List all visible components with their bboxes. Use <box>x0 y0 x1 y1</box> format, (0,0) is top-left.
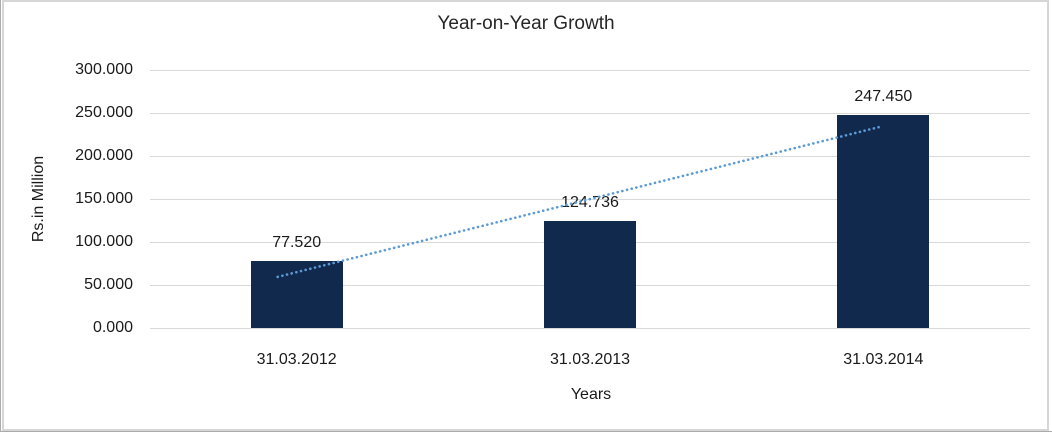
bar-value-label: 77.520 <box>272 234 322 252</box>
y-gridline <box>150 113 1030 114</box>
x-axis-title: Years <box>570 386 612 403</box>
y-tick-label: 200.000 <box>75 147 133 164</box>
x-category-label: 31.03.2014 <box>843 351 924 368</box>
bar-value-label: 247.450 <box>854 88 913 106</box>
y-gridline <box>150 328 1030 329</box>
x-category-label: 31.03.2012 <box>256 351 337 368</box>
bar-value-label: 124.736 <box>561 193 619 211</box>
bar <box>544 220 636 328</box>
bar <box>250 261 343 328</box>
chart-title: Year-on-Year Growth <box>437 13 615 34</box>
y-axis-title: Rs.in Million <box>30 155 47 243</box>
x-category-label: 31.03.2013 <box>549 351 631 368</box>
y-tick-label: 100.000 <box>75 233 133 250</box>
y-tick-label: 250.000 <box>75 104 133 121</box>
y-tick-label: 50.000 <box>84 276 133 293</box>
y-tick-label: 0.000 <box>92 319 133 336</box>
y-tick-label: 150.000 <box>75 190 133 207</box>
y-tick-label: 300.000 <box>75 61 133 78</box>
y-gridline <box>150 70 1030 71</box>
bar <box>837 115 930 328</box>
